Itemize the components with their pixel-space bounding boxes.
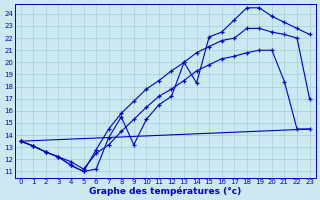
X-axis label: Graphe des températures (°c): Graphe des températures (°c) <box>89 186 241 196</box>
